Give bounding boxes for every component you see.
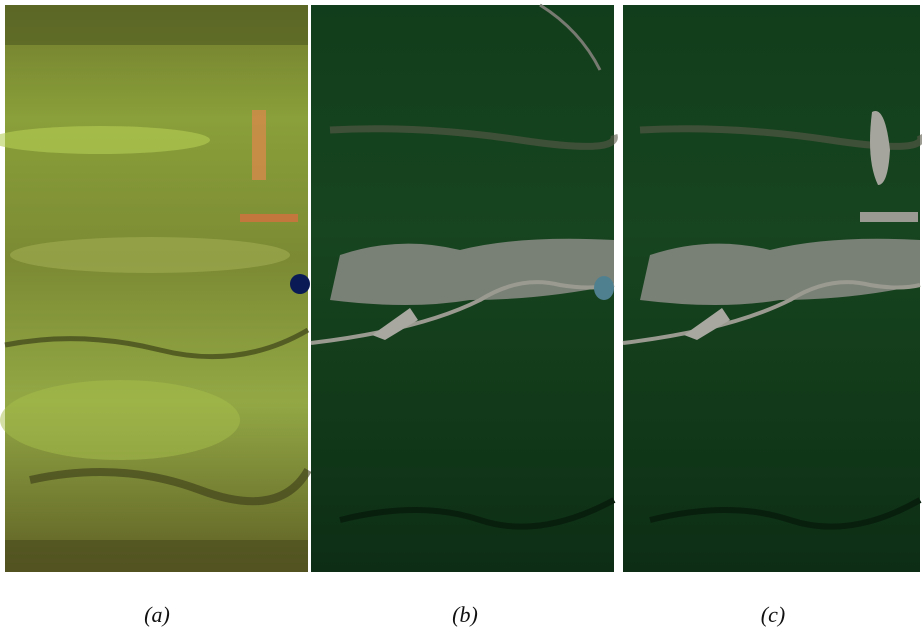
panel-a-image (0, 5, 310, 572)
panel-caption: (c) (761, 602, 785, 627)
panel-caption: (b) (452, 602, 478, 627)
figure: (a) (b) (c) (0, 0, 922, 635)
panel-caption: (a) (144, 602, 170, 627)
panel-c-image (623, 5, 921, 572)
panel-b-image (311, 5, 614, 572)
